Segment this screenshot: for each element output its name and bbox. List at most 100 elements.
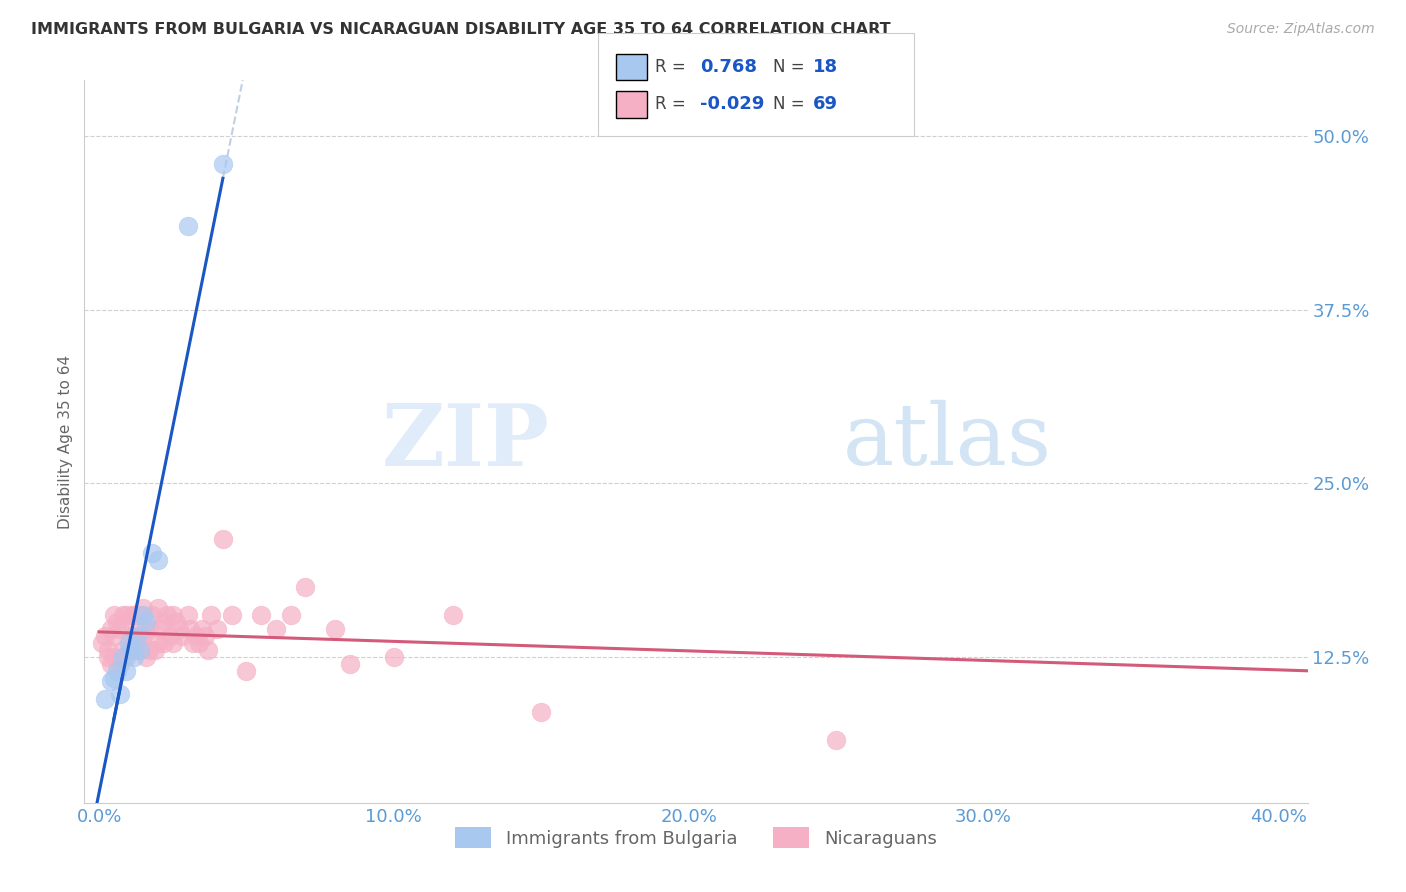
Point <box>176 219 198 234</box>
Point <box>117 615 139 630</box>
Point <box>188 636 211 650</box>
Point <box>124 636 146 650</box>
Point <box>117 636 139 650</box>
Point <box>186 629 208 643</box>
Point <box>197 643 219 657</box>
Point <box>127 629 149 643</box>
Point <box>100 657 122 671</box>
Point <box>124 649 146 664</box>
Point <box>105 664 128 678</box>
Point <box>108 622 131 636</box>
Point <box>138 622 160 636</box>
Point <box>138 643 160 657</box>
Point <box>141 608 163 623</box>
Text: Source: ZipAtlas.com: Source: ZipAtlas.com <box>1227 22 1375 37</box>
Point <box>167 622 190 636</box>
Point <box>111 643 134 657</box>
Point <box>114 649 136 664</box>
Legend: Immigrants from Bulgaria, Nicaraguans: Immigrants from Bulgaria, Nicaraguans <box>449 820 943 855</box>
Point <box>127 643 149 657</box>
Point <box>114 608 136 623</box>
Text: N =: N = <box>773 95 804 113</box>
Point <box>111 608 134 623</box>
Text: R =: R = <box>655 95 686 113</box>
Point <box>191 622 214 636</box>
Point <box>212 532 235 546</box>
Point <box>156 608 179 623</box>
Point <box>143 643 166 657</box>
Point <box>124 608 146 623</box>
Text: 0.768: 0.768 <box>700 58 758 76</box>
Point <box>129 629 152 643</box>
Point <box>121 629 143 643</box>
Point <box>97 649 120 664</box>
Point <box>146 552 169 566</box>
Point <box>162 636 184 650</box>
Point <box>117 643 139 657</box>
Point <box>146 601 169 615</box>
Point <box>97 643 120 657</box>
Point <box>141 546 163 560</box>
Point <box>111 649 134 664</box>
Point <box>170 629 193 643</box>
Point <box>339 657 361 671</box>
Point <box>121 608 143 623</box>
Point <box>129 608 152 623</box>
Point <box>105 615 128 630</box>
Point <box>235 664 257 678</box>
Point <box>103 649 125 664</box>
Point <box>176 608 198 623</box>
Point <box>135 649 157 664</box>
Text: N =: N = <box>773 58 804 76</box>
Point <box>250 608 273 623</box>
Point <box>212 156 235 170</box>
Point <box>100 673 122 688</box>
Point <box>530 706 553 720</box>
Point <box>103 671 125 685</box>
Text: 18: 18 <box>813 58 838 76</box>
Point <box>127 608 149 623</box>
Point <box>108 657 131 671</box>
Point <box>94 691 117 706</box>
Text: -0.029: -0.029 <box>700 95 765 113</box>
Point <box>194 629 217 643</box>
Text: atlas: atlas <box>842 400 1052 483</box>
Point <box>121 643 143 657</box>
Point <box>221 608 243 623</box>
Point <box>132 601 155 615</box>
Point <box>323 622 346 636</box>
Point <box>135 615 157 630</box>
Text: R =: R = <box>655 58 686 76</box>
Point <box>382 649 405 664</box>
Point <box>294 581 316 595</box>
Point <box>200 608 222 623</box>
Point <box>153 615 176 630</box>
Point <box>146 636 169 650</box>
Point <box>280 608 302 623</box>
Point <box>129 643 152 657</box>
Point <box>94 629 117 643</box>
Text: IMMIGRANTS FROM BULGARIA VS NICARAGUAN DISABILITY AGE 35 TO 64 CORRELATION CHART: IMMIGRANTS FROM BULGARIA VS NICARAGUAN D… <box>31 22 890 37</box>
Point <box>103 608 125 623</box>
Point <box>162 608 184 623</box>
Point <box>108 687 131 701</box>
Point <box>825 733 848 747</box>
Point <box>205 622 228 636</box>
Text: ZIP: ZIP <box>381 400 550 483</box>
Point <box>159 629 181 643</box>
Y-axis label: Disability Age 35 to 64: Disability Age 35 to 64 <box>58 354 73 529</box>
Text: 69: 69 <box>813 95 838 113</box>
Point <box>132 629 155 643</box>
Point <box>103 629 125 643</box>
Point <box>441 608 464 623</box>
Point <box>100 622 122 636</box>
Point <box>153 636 176 650</box>
Point <box>183 636 205 650</box>
Point <box>165 615 187 630</box>
Point <box>179 622 201 636</box>
Point <box>264 622 287 636</box>
Point <box>150 622 173 636</box>
Point <box>91 636 114 650</box>
Point <box>114 664 136 678</box>
Point <box>135 622 157 636</box>
